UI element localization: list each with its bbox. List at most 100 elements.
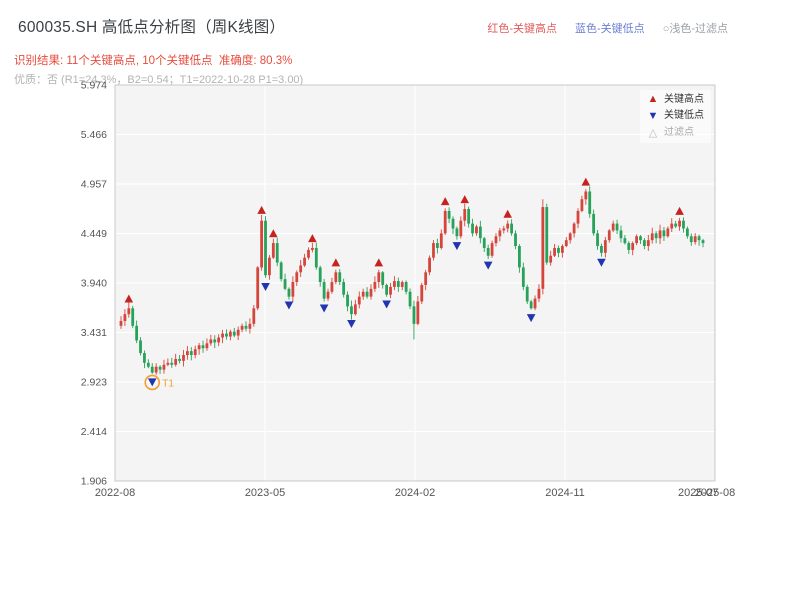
- candle: [256, 266, 260, 311]
- candle: [682, 217, 685, 233]
- key-low-marker: [597, 258, 606, 267]
- recognition-result: 识别结果: 11个关键高点, 10个关键低点 准确度: 80.3%: [14, 55, 293, 67]
- candle: [178, 355, 181, 364]
- candle: [396, 277, 400, 292]
- key-low-marker: [261, 283, 270, 292]
- candle: [303, 253, 306, 267]
- candle: [416, 295, 420, 326]
- candle: [127, 302, 131, 318]
- candle: [533, 295, 537, 311]
- candle: [209, 334, 213, 346]
- candle: [232, 327, 236, 338]
- candle: [193, 345, 197, 359]
- top-legend: 红色-关键高点 蓝色-关键低点 ○浅色-过滤点: [487, 20, 728, 36]
- candle: [685, 226, 689, 239]
- candle: [439, 229, 443, 250]
- candle: [678, 217, 681, 231]
- filtered-triangle-icon: △: [648, 126, 658, 139]
- candle: [338, 269, 342, 286]
- candle: [236, 326, 240, 341]
- plot-legend-label-1: 关键低点: [664, 110, 704, 122]
- candle: [400, 280, 404, 291]
- y-tick-label: 4.449: [81, 228, 107, 240]
- candle: [568, 232, 572, 244]
- y-tick-label: 3.940: [81, 278, 107, 290]
- key-low-marker: [483, 261, 493, 270]
- candle: [447, 207, 451, 224]
- candle: [271, 238, 275, 259]
- candle: [393, 276, 396, 291]
- candle: [529, 299, 533, 310]
- key-low-triangle-icon: ▼: [647, 109, 659, 122]
- page-title: 600035.SH 高低点分析图（周K线图）: [18, 19, 286, 36]
- key-low-markers: [147, 242, 606, 387]
- candle: [545, 203, 549, 265]
- key-high-marker: [308, 234, 317, 243]
- candle: [467, 206, 471, 228]
- candle: [588, 186, 592, 218]
- t1-label: T1: [162, 378, 174, 389]
- candle: [603, 236, 607, 258]
- candle: [342, 278, 346, 298]
- x-tick-label: 2022-08: [95, 487, 135, 499]
- candle: [150, 363, 154, 374]
- candle: [174, 353, 178, 367]
- plot-legend-row-low: ▼ 关键低点: [647, 110, 704, 124]
- key-high-marker: [503, 209, 512, 218]
- candle: [693, 233, 697, 245]
- candle: [322, 278, 326, 302]
- candle: [459, 216, 463, 239]
- candle: [463, 203, 467, 227]
- candle: [560, 244, 564, 258]
- candle: [537, 284, 541, 303]
- candle: [225, 329, 228, 340]
- key-high-marker: [460, 195, 470, 204]
- candle: [607, 229, 611, 243]
- candle: [182, 349, 185, 367]
- candle: [205, 338, 209, 351]
- candle: [244, 321, 248, 332]
- y-tick-label: 3.431: [81, 327, 107, 339]
- candle: [631, 241, 635, 256]
- candle: [541, 199, 545, 295]
- candle: [279, 260, 283, 282]
- y-tick-label: 2.414: [81, 426, 107, 438]
- candle: [166, 358, 170, 367]
- candle: [525, 284, 529, 305]
- candle: [377, 269, 381, 288]
- candle: [381, 271, 385, 289]
- candle: [553, 243, 556, 258]
- candle: [248, 318, 252, 334]
- candle: [189, 347, 193, 361]
- x-tick-label: 2025-07: [678, 487, 718, 499]
- candle: [186, 346, 189, 360]
- candlestick-series: [119, 186, 705, 375]
- candle: [361, 288, 365, 300]
- key-low-marker: [319, 304, 329, 313]
- candle: [650, 227, 654, 244]
- candle: [346, 291, 349, 312]
- candle: [557, 245, 560, 258]
- candle: [310, 242, 314, 253]
- y-tick-label: 2.923: [81, 377, 107, 389]
- candle: [549, 250, 553, 266]
- candle: [596, 230, 599, 250]
- candle: [420, 282, 424, 305]
- candle: [318, 265, 322, 287]
- candle: [291, 276, 295, 303]
- plot-legend-row-filtered: △ 过滤点: [647, 127, 704, 141]
- top-legend-item-0: 红色-关键高点: [487, 23, 558, 35]
- candle: [357, 291, 361, 309]
- candle: [514, 230, 517, 250]
- candle: [428, 255, 431, 276]
- candle: [424, 269, 428, 291]
- candle: [478, 220, 482, 244]
- candle: [475, 224, 478, 236]
- candle: [502, 225, 506, 234]
- y-tick-label: 1.906: [81, 476, 107, 488]
- candle: [611, 220, 615, 233]
- key-high-marker: [581, 177, 591, 186]
- top-legend-item-2: ○浅色-过滤点: [662, 23, 728, 35]
- candle: [268, 254, 271, 280]
